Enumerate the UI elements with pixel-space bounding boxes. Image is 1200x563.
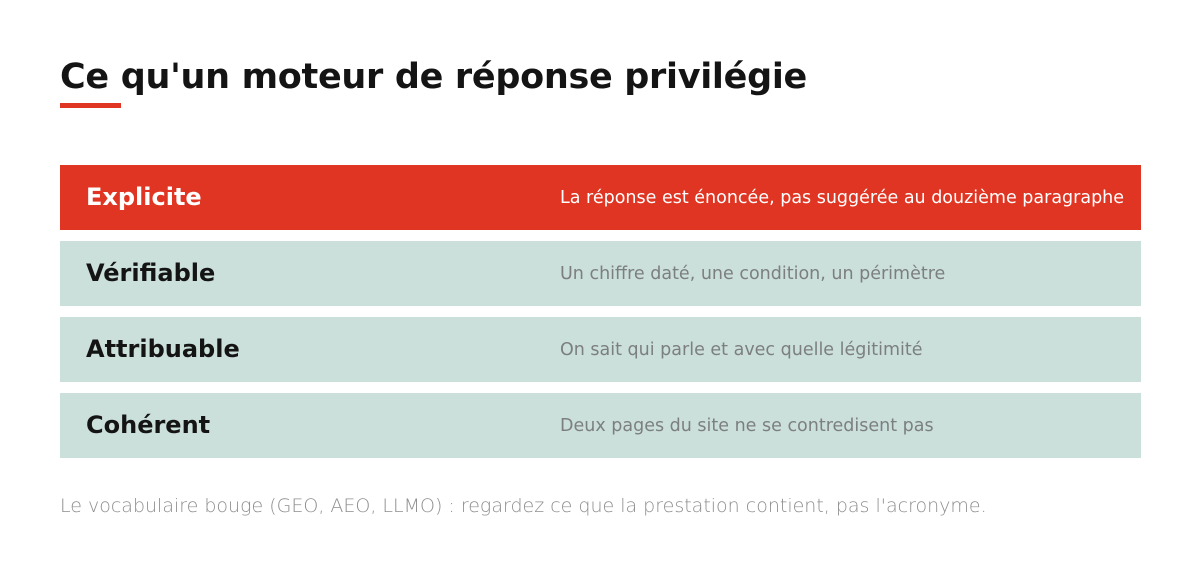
criteria-row-verifiable: Vérifiable Un chiffre daté, une conditio…: [60, 241, 1141, 306]
criteria-label: Explicite: [86, 183, 202, 211]
criteria-label: Attribuable: [86, 335, 240, 363]
criteria-description: On sait qui parle et avec quelle légitim…: [560, 340, 923, 360]
criteria-row-attribuable: Attribuable On sait qui parle et avec qu…: [60, 317, 1141, 382]
criteria-label: Cohérent: [86, 411, 211, 439]
criteria-list: Explicite La réponse est énoncée, pas su…: [60, 165, 1141, 469]
title-underline-accent: [60, 103, 121, 108]
criteria-label: Vérifiable: [86, 259, 216, 287]
footnote: Le vocabulaire bouge (GEO, AEO, LLMO) : …: [60, 495, 987, 517]
criteria-description: La réponse est énoncée, pas suggérée au …: [560, 188, 1125, 208]
criteria-description: Deux pages du site ne se contredisent pa…: [560, 416, 934, 436]
page-title: Ce qu'un moteur de réponse privilégie: [60, 57, 807, 97]
criteria-description: Un chiffre daté, une condition, un périm…: [560, 264, 946, 284]
criteria-row-explicite: Explicite La réponse est énoncée, pas su…: [60, 165, 1141, 230]
criteria-row-coherent: Cohérent Deux pages du site ne se contre…: [60, 393, 1141, 458]
